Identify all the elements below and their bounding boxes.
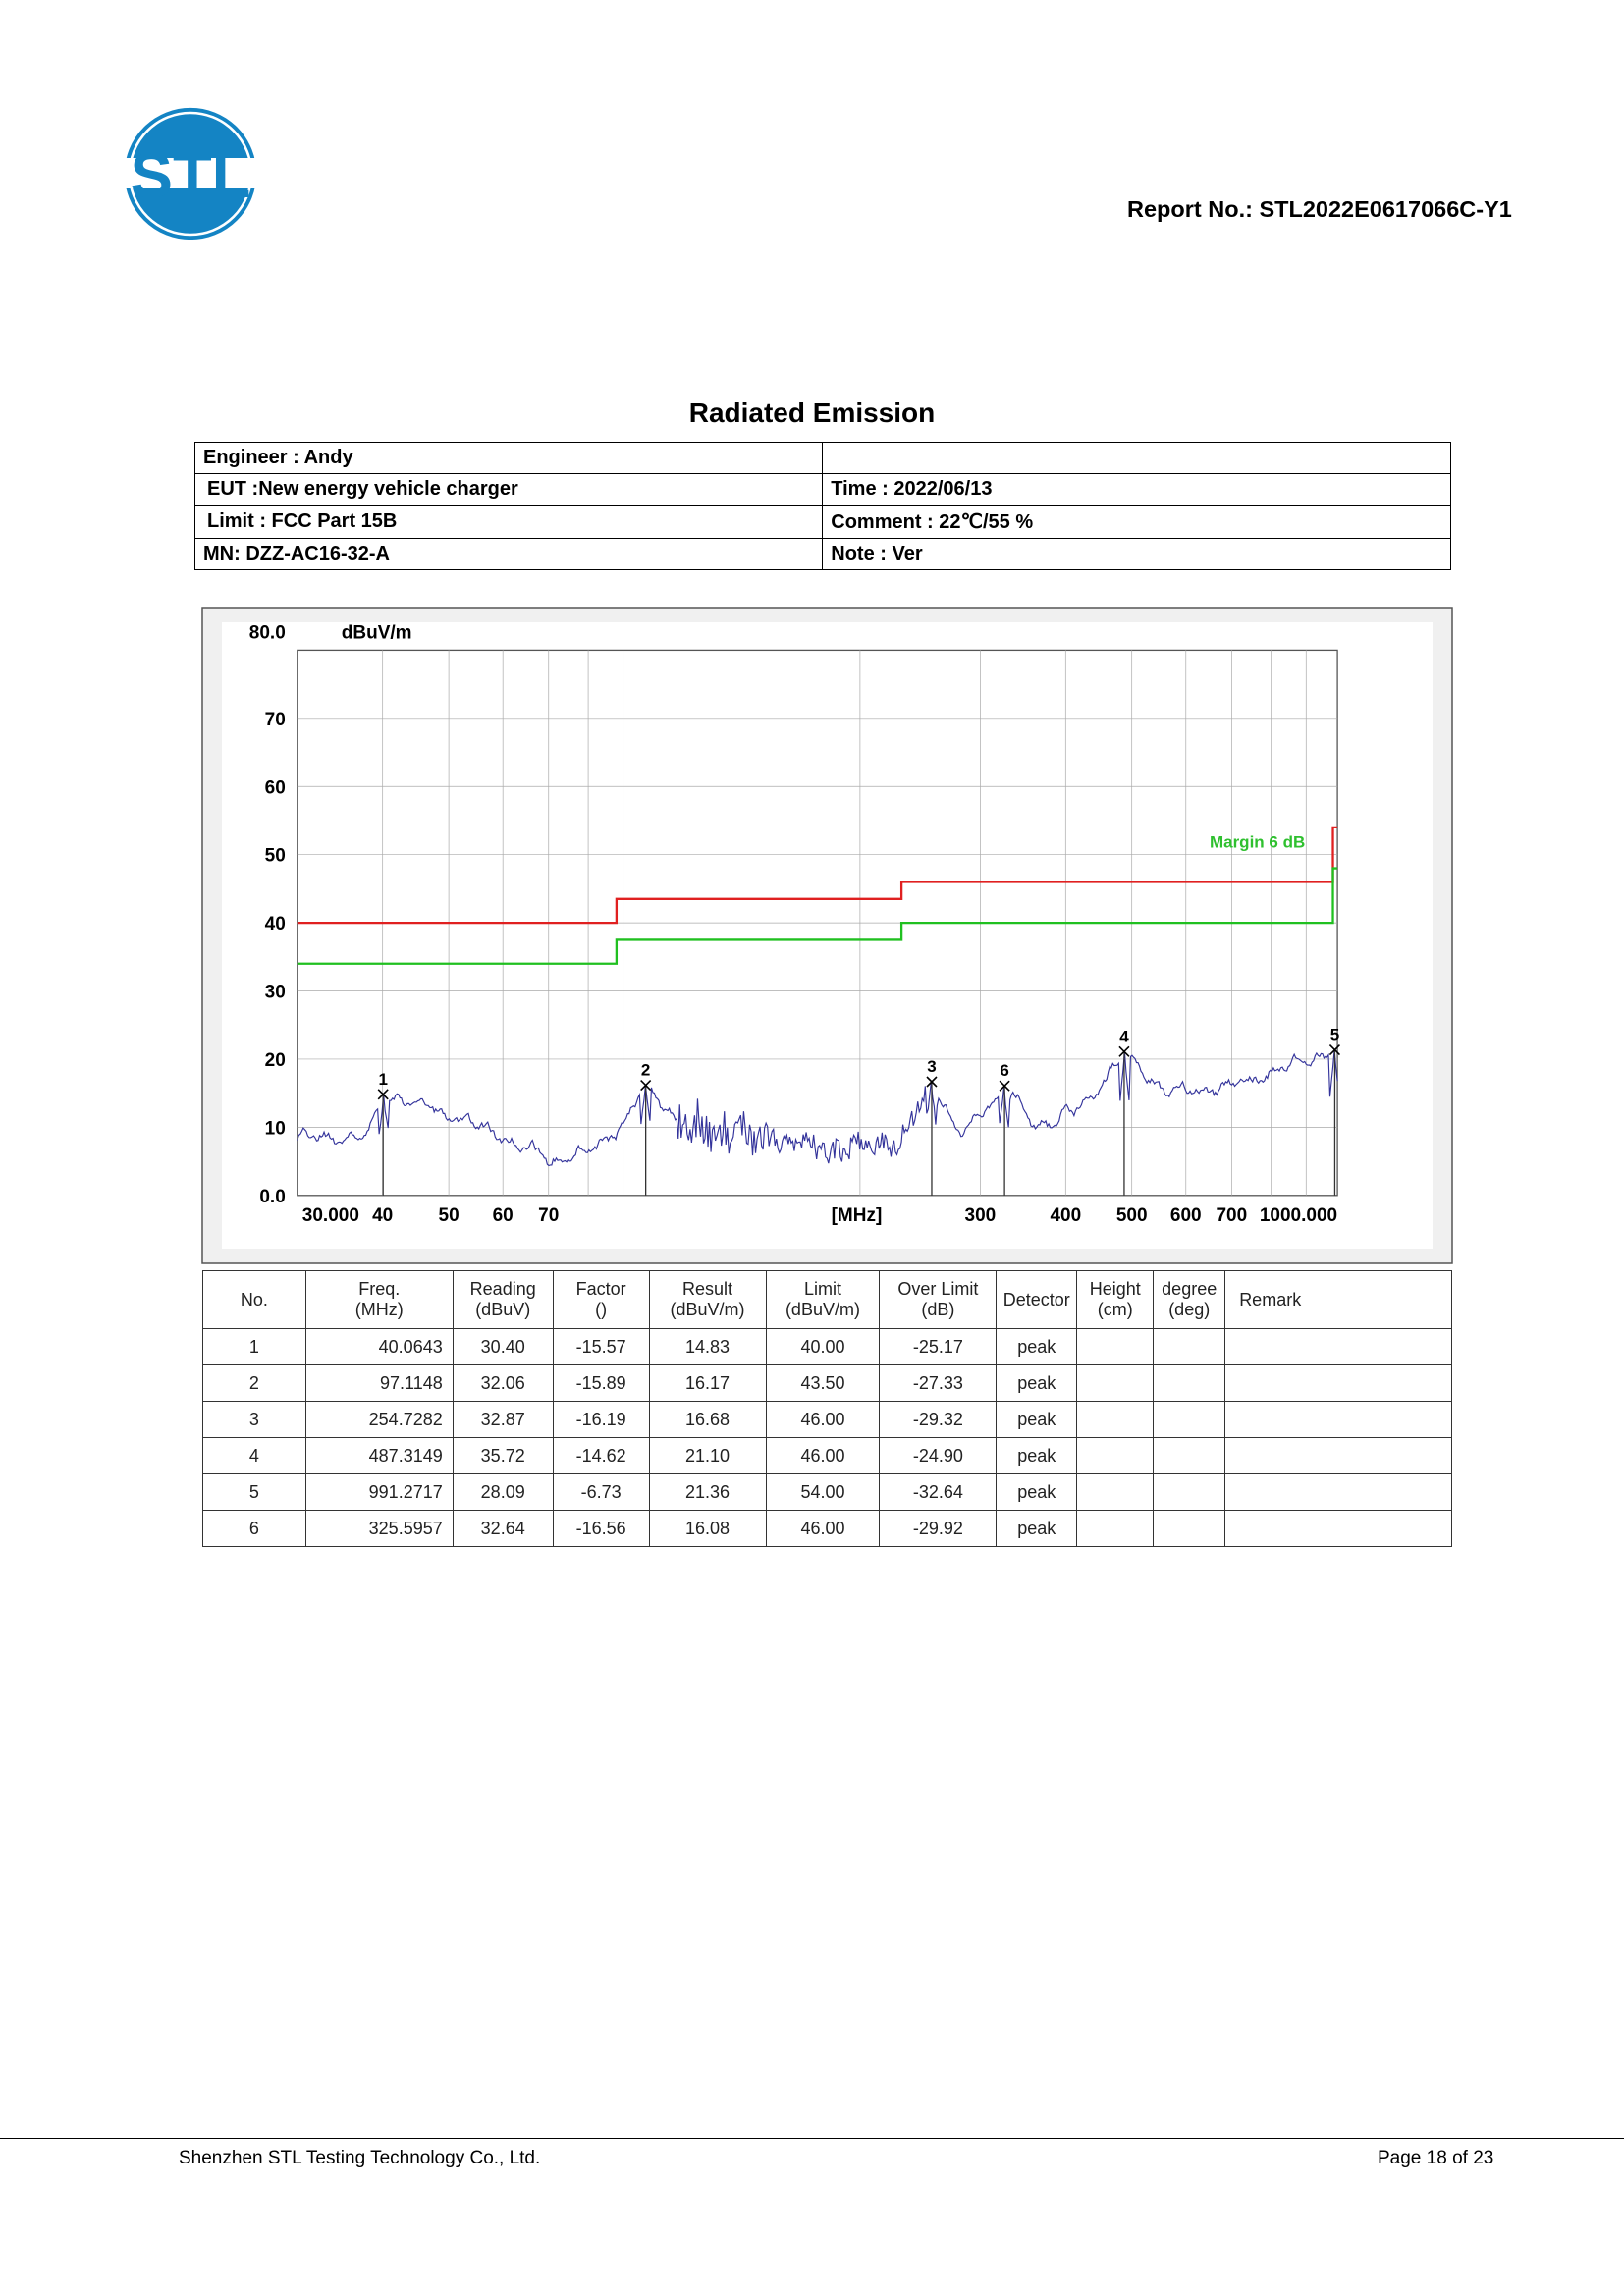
- svg-text:STL: STL: [131, 139, 251, 211]
- svg-text:1: 1: [378, 1070, 387, 1089]
- svg-text:80.0: 80.0: [249, 622, 286, 643]
- svg-text:20: 20: [265, 1050, 286, 1071]
- svg-text:[MHz]: [MHz]: [832, 1205, 883, 1226]
- svg-text:60: 60: [493, 1205, 514, 1226]
- svg-text:dBuV/m: dBuV/m: [342, 622, 412, 643]
- svg-text:1000.000: 1000.000: [1260, 1205, 1337, 1226]
- svg-text:50: 50: [265, 846, 286, 867]
- svg-text:50: 50: [439, 1205, 460, 1226]
- svg-text:30: 30: [265, 983, 286, 1003]
- svg-text:Margin 6 dB: Margin 6 dB: [1210, 833, 1305, 852]
- svg-text:5: 5: [1330, 1026, 1339, 1044]
- svg-text:30.000: 30.000: [302, 1205, 359, 1226]
- svg-text:6: 6: [1000, 1061, 1008, 1080]
- svg-text:700: 700: [1216, 1205, 1247, 1226]
- svg-text:0.0: 0.0: [259, 1187, 285, 1207]
- svg-text:600: 600: [1170, 1205, 1202, 1226]
- svg-text:70: 70: [265, 710, 286, 730]
- svg-text:300: 300: [965, 1205, 997, 1226]
- svg-text:40: 40: [265, 914, 286, 934]
- svg-text:400: 400: [1050, 1205, 1081, 1226]
- svg-text:500: 500: [1116, 1205, 1148, 1226]
- svg-text:2: 2: [641, 1061, 650, 1080]
- svg-text:10: 10: [265, 1118, 286, 1139]
- svg-text:3: 3: [927, 1057, 936, 1076]
- svg-text:4: 4: [1119, 1027, 1129, 1045]
- svg-text:70: 70: [538, 1205, 559, 1226]
- svg-text:60: 60: [265, 777, 286, 798]
- svg-text:40: 40: [372, 1205, 393, 1226]
